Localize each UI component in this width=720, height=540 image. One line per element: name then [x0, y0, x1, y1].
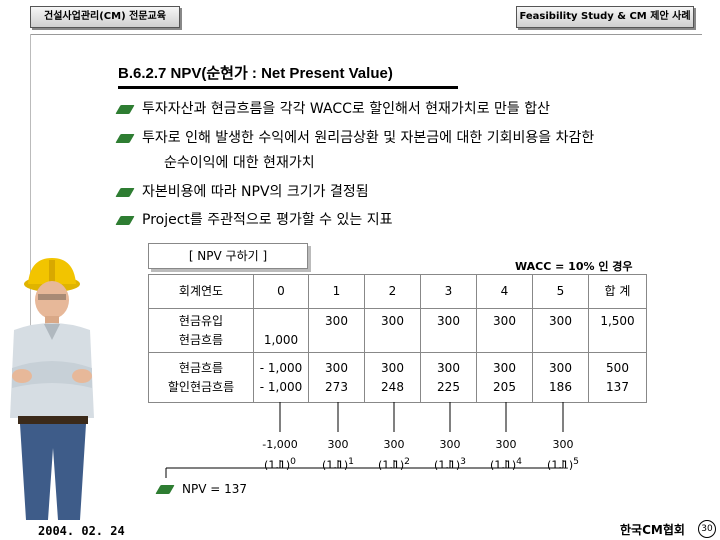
table-row: 현금흐름 할인현금흐름 - 1,000- 1,000 300 273 300 248 …: [148, 352, 647, 403]
table-cell-label: 현금유입 현금흐름: [148, 308, 254, 353]
table-cell: 300: [364, 308, 421, 353]
npv-result-text: NPV = 137: [182, 482, 248, 496]
table-cell: 300: [476, 308, 533, 353]
bullet-item-2: 투자로 인해 발생한 수익에서 원리금상환 및 자본금에 대한 기회비용을 차감…: [115, 127, 595, 147]
bullet-item-4: Project를 주관적으로 평가할 수 있는 지표: [115, 209, 393, 229]
bullet-text: 순수이익에 대한 현재가치: [164, 155, 315, 171]
table-cell: 500 137: [588, 352, 647, 403]
npv-table: 회계연도 0 1 2 3 4 5 합 계 현금유입 현금흐름 1,000 300 …: [148, 274, 647, 403]
table-header-row: 회계연도 0 1 2 3 4 5 합 계: [148, 274, 647, 309]
pen-bullet-icon: [155, 485, 175, 494]
bullet-item-3: 자본비용에 따라 NPV의 크기가 결정됨: [115, 181, 369, 201]
table-cell: 300 273: [308, 352, 365, 403]
npv-result: NPV = 137: [155, 482, 248, 496]
discount-term-5: 300 (1.1)5: [547, 438, 579, 472]
npv-heading-box: [ NPV 구하기 ]: [148, 243, 308, 269]
table-header-cell: 회계연도: [148, 274, 254, 309]
table-cell: 1,500: [588, 308, 647, 353]
table-cell: 300 248: [364, 352, 421, 403]
bullet-item-2-cont: 순수이익에 대한 현재가치: [164, 152, 315, 172]
bullet-text: 자본비용에 따라 NPV의 크기가 결정됨: [142, 184, 369, 200]
table-header-cell: 5: [532, 274, 589, 309]
page-number: 30: [698, 520, 716, 538]
discount-term-4: 300 (1.1)4: [490, 438, 522, 472]
table-cell: 300: [420, 308, 477, 353]
table-cell: 300 186: [532, 352, 589, 403]
discount-term-3: 300 (1.1)3: [434, 438, 466, 472]
section-tab: Feasibility Study & CM 제안 사례: [516, 6, 694, 28]
discount-term-1: 300 (1.1)1: [322, 438, 354, 472]
bullet-text: 투자로 인해 발생한 수익에서 원리금상환 및 자본금에 대한 기회비용을 차감…: [142, 130, 595, 146]
discount-term-2: 300 (1.1)2: [378, 438, 410, 472]
bullet-item-1: 투자자산과 현금흐름을 각각 WACC로 할인해서 현재가치로 만들 합산: [115, 98, 550, 118]
title-underline: [118, 86, 458, 89]
discount-term-0: -1,000 (1.1)0: [262, 438, 298, 472]
table-header-cell: 2: [364, 274, 421, 309]
table-cell-label: 현금흐름 할인현금흐름: [148, 352, 254, 403]
bullet-text: 투자자산과 현금흐름을 각각 WACC로 할인해서 현재가치로 만들 합산: [142, 101, 550, 117]
footer-org: 한국CM협회: [620, 523, 685, 537]
page-title: B.6.2.7 NPV(순현가 : Net Present Value): [118, 65, 393, 82]
header-divider: [30, 34, 702, 35]
footer-date: 2004. 02. 24: [38, 524, 125, 538]
construction-worker-icon: [10, 258, 94, 520]
course-tab: 건설사업관리(CM) 전문교육: [30, 6, 180, 28]
wacc-note: WACC = 10% 인 경우: [515, 260, 633, 273]
bullet-text: Project를 주관적으로 평가할 수 있는 지표: [142, 212, 393, 228]
table-cell: 1,000: [253, 308, 309, 353]
table-header-cell: 합 계: [588, 274, 647, 309]
